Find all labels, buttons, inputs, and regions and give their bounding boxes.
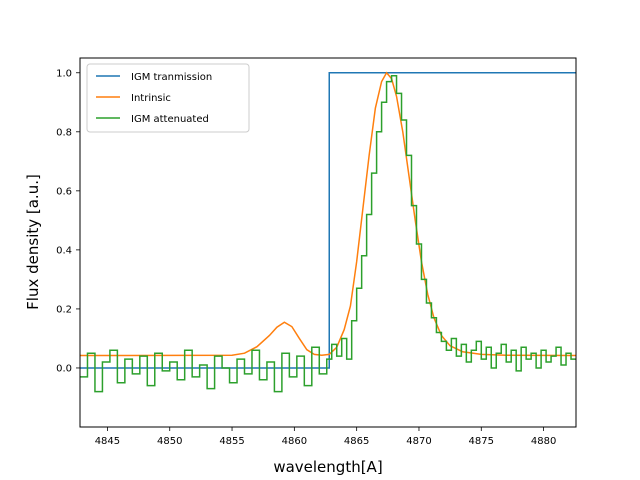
y-tick-label: 0.8 [56, 127, 72, 138]
y-tick-label: 0.4 [56, 245, 72, 256]
x-tick-label: 4875 [469, 436, 494, 447]
x-tick-label: 4865 [344, 436, 369, 447]
x-tick-label: 4845 [95, 436, 120, 447]
y-tick-label: 1.0 [56, 68, 72, 79]
x-tick-label: 4860 [282, 436, 307, 447]
legend-label-intrinsic: Intrinsic [131, 93, 171, 104]
legend-box [86, 63, 250, 133]
y-tick-label: 0.6 [56, 186, 72, 197]
x-tick-label: 4870 [406, 436, 431, 447]
x-tick-label: 4850 [157, 436, 182, 447]
legend-label-igm-attenuated: IGM attenuated [131, 114, 209, 125]
y-tick-label: 0.0 [56, 363, 72, 374]
plot-frame [79, 57, 577, 428]
y-tick-label: 0.2 [56, 304, 72, 315]
series-line-intrinsic [80, 71, 576, 357]
y-axis: 0.0 0.2 0.4 0.6 0.8 1.0 [56, 68, 80, 374]
x-tick-label: 4855 [219, 436, 244, 447]
legend-label-igm-transmission: IGM tranmission [131, 72, 212, 83]
series-line-igm-attenuated [80, 74, 576, 393]
x-tick-label: 4880 [531, 436, 556, 447]
x-axis-label: wavelength[A] [273, 458, 382, 476]
series-line-igm-tranmission [80, 72, 576, 369]
series-layer [80, 71, 576, 393]
x-axis: 4845 4850 4855 4860 4865 4870 4875 4880 [95, 427, 556, 447]
legend: IGM tranmission Intrinsic IGM attenuated [86, 63, 250, 133]
y-axis-label: Flux density [a.u.] [24, 174, 42, 310]
